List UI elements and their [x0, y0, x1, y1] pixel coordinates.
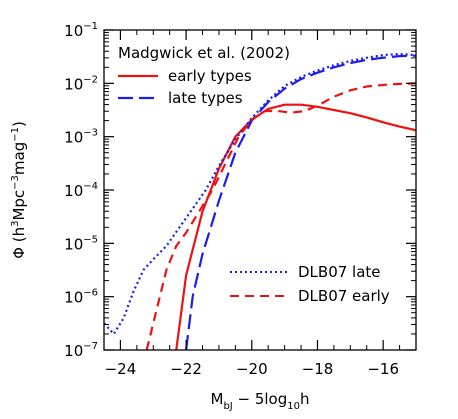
legend-observed: Madgwick et al. (2002) early types late … [118, 44, 290, 107]
legend-label-dlb07-early: DLB07 early [298, 287, 390, 305]
legend-heading: Madgwick et al. (2002) [118, 44, 290, 62]
legend-label-dlb07-late: DLB07 late [298, 263, 381, 281]
x-tick-label: −22 [170, 360, 202, 378]
x-tick-label: −20 [236, 360, 268, 378]
legend-label-late-types: late types [168, 89, 243, 107]
series-line-dlb07-late [104, 52, 416, 336]
ticks-layer [103, 29, 417, 351]
series-line-early-types [175, 103, 416, 350]
y-tick-label: 10−3 [64, 128, 98, 147]
x-tick-label: −24 [105, 360, 137, 378]
x-axis-title: MbJ − 5log10h [210, 390, 309, 412]
x-tick-label: −18 [302, 360, 334, 378]
legend-model: DLB07 late DLB07 early [230, 263, 390, 305]
x-tick-labels: −24 −22 −20 −18 −16 [105, 360, 399, 378]
y-tick-label: 10−6 [64, 288, 98, 307]
x-tick-label: −16 [367, 360, 399, 378]
series-line-late-types [185, 54, 416, 350]
legend-label-early-types: early types [168, 67, 252, 85]
y-axis-title: Φ (h3Mpc−3mag−1) [10, 121, 28, 259]
series-layer [104, 52, 416, 350]
y-tick-label: 10−2 [64, 74, 98, 93]
series-line-dlb07-early [145, 82, 416, 350]
y-tick-label: 10−5 [64, 234, 98, 253]
plot-frame [103, 29, 417, 351]
y-tick-label: 10−4 [64, 181, 98, 200]
y-tick-labels: 10−7 10−6 10−5 10−4 10−3 10−2 10−1 [64, 21, 98, 360]
y-tick-label: 10−7 [64, 341, 98, 360]
y-tick-label: 10−1 [64, 21, 98, 40]
